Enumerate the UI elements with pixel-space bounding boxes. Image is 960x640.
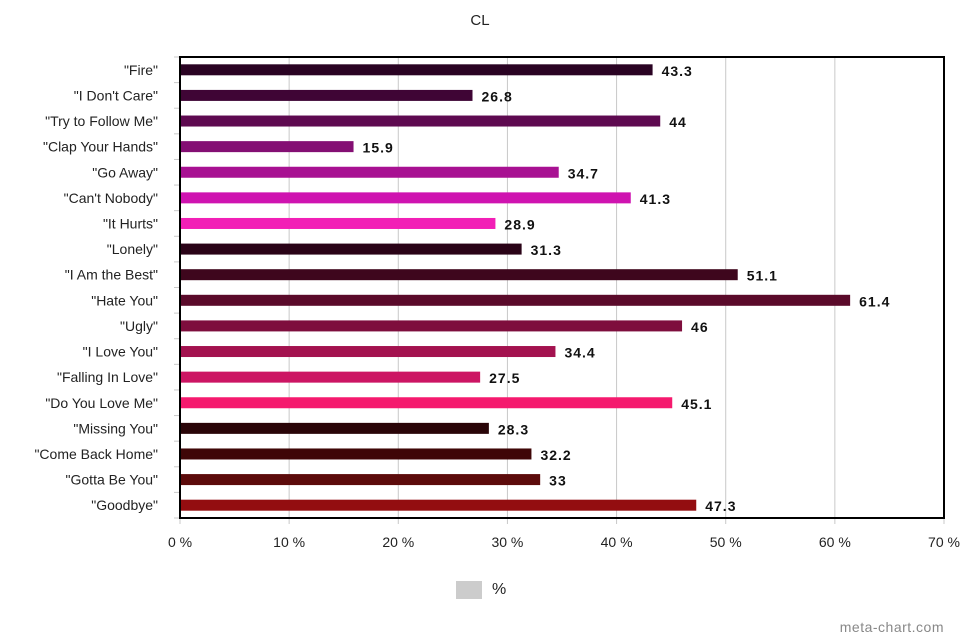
category-label: "I Am the Best" xyxy=(65,267,158,283)
watermark: meta-chart.com xyxy=(839,619,944,635)
value-label: 32.2 xyxy=(540,447,571,463)
category-label: "Gotta Be You" xyxy=(66,472,158,488)
value-label: 15.9 xyxy=(363,140,394,156)
value-label: 34.4 xyxy=(564,345,595,361)
bar xyxy=(180,115,661,127)
bar xyxy=(180,166,559,178)
x-tick-label: 70 % xyxy=(928,534,960,550)
value-label: 51.1 xyxy=(747,268,778,284)
value-label: 27.5 xyxy=(489,370,520,386)
category-label: "I Don't Care" xyxy=(74,87,158,103)
value-label: 33 xyxy=(549,473,567,489)
value-label: 34.7 xyxy=(568,165,599,181)
value-label: 31.3 xyxy=(531,242,562,258)
value-label: 41.3 xyxy=(640,191,671,207)
category-label: "Fire" xyxy=(124,62,158,78)
value-label: 43.3 xyxy=(662,63,693,79)
category-label: "Lonely" xyxy=(107,241,158,257)
category-label: "Goodbye" xyxy=(91,497,158,513)
chart-title: CL xyxy=(470,12,490,29)
category-label: "Clap Your Hands" xyxy=(43,139,158,155)
category-label: "Ugly" xyxy=(120,318,158,334)
x-tick-label: 0 % xyxy=(168,534,192,550)
category-label: "Come Back Home" xyxy=(34,446,158,462)
bar xyxy=(180,64,653,76)
value-label: 47.3 xyxy=(705,498,736,514)
category-label: "Falling In Love" xyxy=(57,369,158,385)
bar xyxy=(180,269,738,281)
bar xyxy=(180,243,522,255)
bar xyxy=(180,141,354,153)
category-label: "Missing You" xyxy=(73,420,158,436)
category-label: "Hate You" xyxy=(91,292,158,308)
bar xyxy=(180,89,473,101)
bar xyxy=(180,474,541,486)
plot-frame xyxy=(179,56,945,519)
bar xyxy=(180,422,489,434)
x-tick-label: 60 % xyxy=(819,534,851,550)
value-label: 45.1 xyxy=(681,396,712,412)
value-label: 44 xyxy=(669,114,687,130)
value-label: 28.3 xyxy=(498,421,529,437)
value-label: 46 xyxy=(691,319,709,335)
category-label: "Go Away" xyxy=(92,164,158,180)
bar xyxy=(180,346,556,358)
category-label: "Try to Follow Me" xyxy=(45,113,158,129)
bar xyxy=(180,192,631,204)
x-tick-label: 30 % xyxy=(491,534,523,550)
legend: % xyxy=(456,579,506,601)
bar xyxy=(180,294,851,306)
x-tick-label: 10 % xyxy=(273,534,305,550)
category-label: "Do You Love Me" xyxy=(45,395,158,411)
bar xyxy=(180,371,481,383)
category-label: "It Hurts" xyxy=(103,215,158,231)
x-tick-label: 20 % xyxy=(382,534,414,550)
bar xyxy=(180,217,496,229)
x-tick-label: 40 % xyxy=(601,534,633,550)
bar xyxy=(180,448,532,460)
bar xyxy=(180,397,673,409)
value-label: 28.9 xyxy=(504,216,535,232)
x-tick-label: 50 % xyxy=(710,534,742,550)
value-label: 61.4 xyxy=(859,293,890,309)
category-label: "I Love You" xyxy=(83,344,158,360)
value-label: 26.8 xyxy=(482,88,513,104)
legend-swatch xyxy=(456,581,482,599)
bar xyxy=(180,499,697,511)
bar xyxy=(180,320,683,332)
category-label: "Can't Nobody" xyxy=(64,190,158,206)
legend-label: % xyxy=(492,581,507,598)
